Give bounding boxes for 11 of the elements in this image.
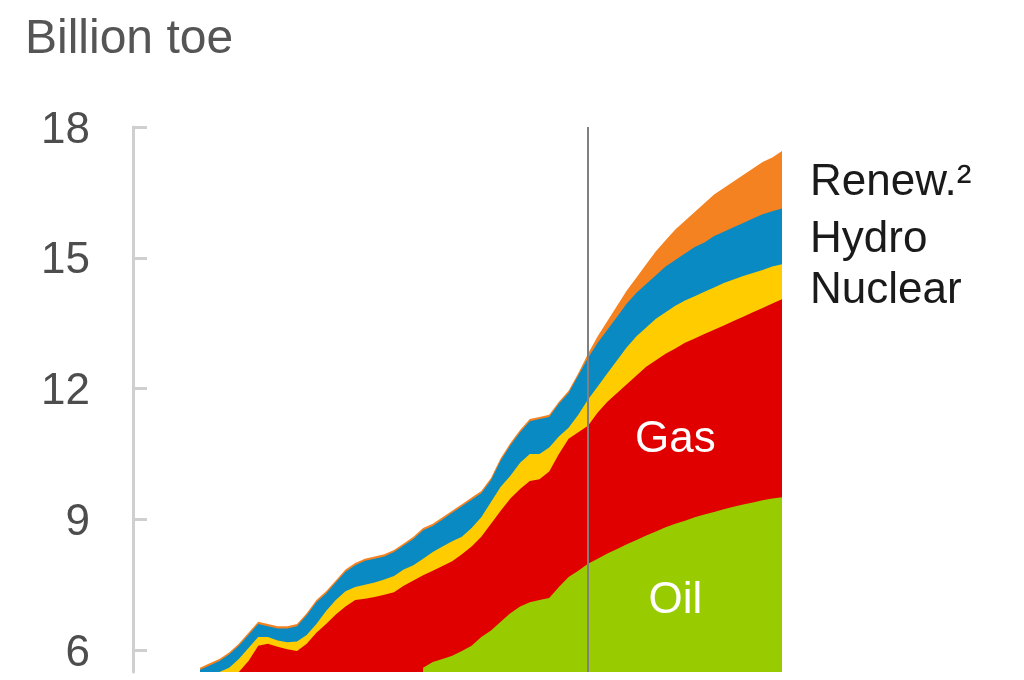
series-label: Oil bbox=[648, 573, 703, 623]
series-label: Nuclear bbox=[810, 262, 962, 312]
y-tick-label: 6 bbox=[65, 625, 90, 675]
series-label: Gas bbox=[634, 411, 716, 461]
y-tick-label: 15 bbox=[41, 233, 90, 283]
y-tick-label: 12 bbox=[41, 364, 90, 414]
y-axis-title: Billion toe bbox=[25, 9, 234, 63]
series-label: Hydro bbox=[810, 211, 928, 261]
series-label: Renew.² bbox=[810, 155, 972, 205]
y-tick-label: 9 bbox=[65, 494, 90, 544]
y-tick-label: 18 bbox=[41, 102, 90, 152]
